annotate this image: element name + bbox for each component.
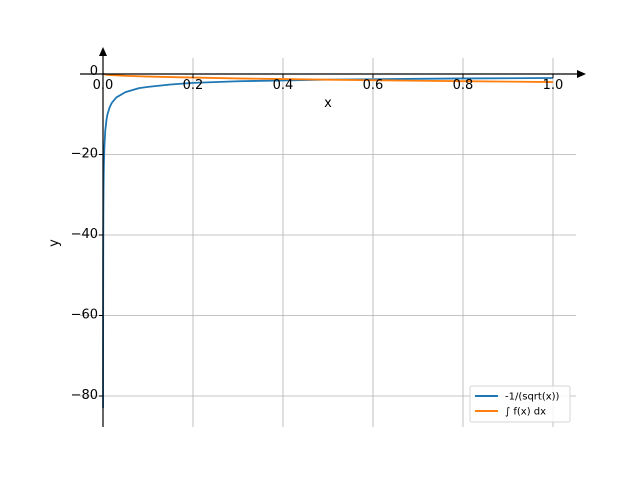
- x-tick-label: 1.0: [543, 78, 564, 93]
- series-line-1: [102, 73, 554, 83]
- tick-labels: 0.0 0.2 0.4 0.6 0.8 1.0 0 −20 −40 −60 −80: [71, 64, 564, 403]
- y-axis-label: y: [47, 239, 62, 247]
- series-lines: [102, 73, 554, 409]
- x-tick-label: 0.4: [273, 78, 294, 93]
- x-axis-arrow-icon: [577, 70, 586, 78]
- x-tick-label: 0.8: [453, 78, 474, 93]
- y-tick-label: −40: [71, 227, 98, 242]
- x-tick-label: 0.6: [363, 78, 384, 93]
- y-tick-label: −60: [71, 308, 98, 323]
- x-axis-label: x: [324, 96, 332, 111]
- y-tick-label: 0: [90, 64, 98, 79]
- y-tick-label: −80: [71, 388, 98, 403]
- series-line-0: [102, 77, 554, 409]
- legend-label-0: -1/(sqrt(x)): [505, 392, 560, 403]
- x-tick-label: 0.2: [183, 78, 204, 93]
- x-tick-label: 0.0: [93, 78, 114, 93]
- legend-label-1: ∫ f(x) dx: [505, 407, 546, 418]
- y-axis-arrow-icon: [99, 47, 107, 56]
- axes: [80, 47, 586, 427]
- y-tick-label: −20: [71, 147, 98, 162]
- grid: [80, 58, 576, 427]
- legend: -1/(sqrt(x)) ∫ f(x) dx: [469, 385, 571, 423]
